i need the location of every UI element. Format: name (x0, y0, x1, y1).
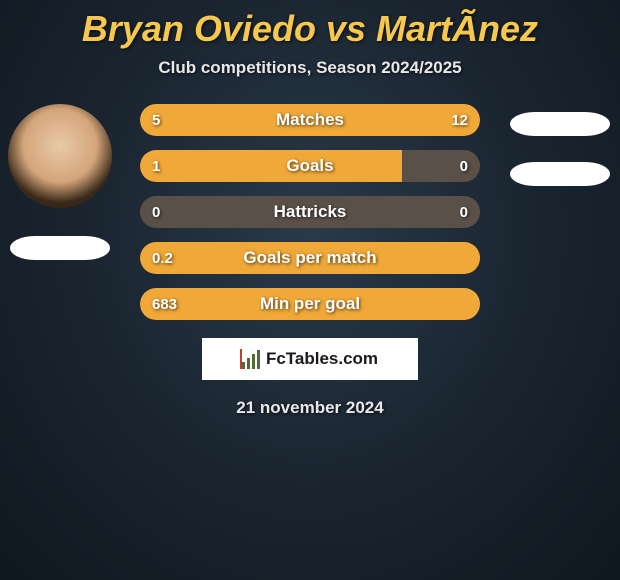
bar-label: Goals (140, 150, 480, 182)
stat-bar: 00Hattricks (140, 196, 480, 228)
fctables-logo: FcTables.com (202, 338, 418, 380)
bar-label: Min per goal (140, 288, 480, 320)
bar-label: Hattricks (140, 196, 480, 228)
player-left-avatar (8, 104, 112, 208)
content-root: Bryan Oviedo vs MartÃ­nez Club competiti… (0, 0, 620, 580)
bar-label: Matches (140, 104, 480, 136)
stat-bar: 10Goals (140, 150, 480, 182)
date-label: 21 november 2024 (0, 398, 620, 418)
player-right-shape-1 (510, 112, 610, 136)
stat-bar: 0.2Goals per match (140, 242, 480, 274)
player-left-flag (10, 236, 110, 260)
logo-arrow-icon (240, 349, 243, 369)
stat-bar: 683Min per goal (140, 288, 480, 320)
stat-bar: 512Matches (140, 104, 480, 136)
logo-chart-icon (242, 350, 260, 369)
bar-label: Goals per match (140, 242, 480, 274)
subtitle: Club competitions, Season 2024/2025 (0, 58, 620, 78)
page-title: Bryan Oviedo vs MartÃ­nez (0, 0, 620, 50)
logo-text: FcTables.com (266, 349, 378, 369)
player-right-shape-2 (510, 162, 610, 186)
stat-bars: 512Matches 10Goals 00Hattricks 0.2Goals per… (140, 104, 480, 320)
player-left-face (8, 104, 112, 208)
